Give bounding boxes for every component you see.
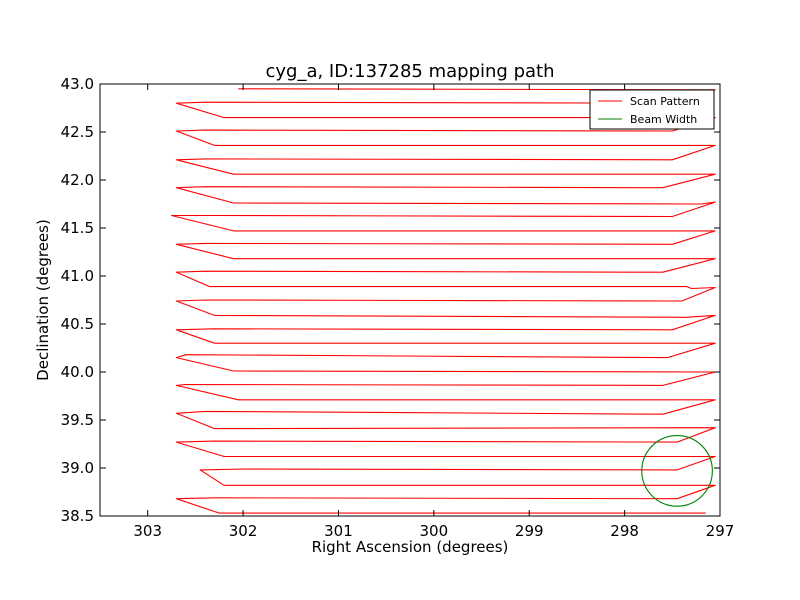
legend-box [589, 89, 715, 130]
y-axis-label: Declination (degrees) [34, 219, 52, 381]
data-layer [170, 88, 716, 514]
y-tick-label: 40.5 [61, 315, 94, 333]
y-tick-label: 42.0 [61, 171, 94, 189]
plot-area [99, 83, 721, 517]
x-tick-label: 298 [610, 522, 639, 540]
y-tick-label: 43.0 [61, 75, 94, 93]
x-tick-label: 303 [133, 522, 162, 540]
x-tick-label: 297 [706, 522, 735, 540]
x-tick-label: 300 [420, 522, 449, 540]
y-tick-label: 38.5 [61, 507, 94, 525]
y-tick-label: 41.5 [61, 219, 94, 237]
x-axis-label: Right Ascension (degrees) [312, 538, 509, 556]
scan-pattern-line [170, 88, 716, 514]
x-tick-label: 299 [515, 522, 544, 540]
beam-width-circle [641, 435, 713, 507]
y-tick-label: 39.5 [61, 411, 94, 429]
y-tick-label: 42.5 [61, 123, 94, 141]
y-tick-label: 40.0 [61, 363, 94, 381]
x-axis: 303 302 301 300 299 298 297 [133, 84, 734, 540]
plot-frame [99, 83, 721, 517]
legend-label-scan-pattern: Scan Pattern [630, 95, 700, 108]
legend-label-beam-width: Beam Width [630, 113, 697, 126]
y-tick-label: 39.0 [61, 459, 94, 477]
x-tick-label: 301 [324, 522, 353, 540]
x-tick-label: 302 [229, 522, 258, 540]
legend: Scan Pattern Beam Width [589, 89, 715, 130]
y-tick-label: 41.0 [61, 267, 94, 285]
chart-title: cyg_a, ID:137285 mapping path [265, 61, 554, 82]
y-axis: 38.5 39.0 39.5 40.0 40.5 41.0 41.5 42.0 42.5 43.0 [61, 75, 720, 525]
